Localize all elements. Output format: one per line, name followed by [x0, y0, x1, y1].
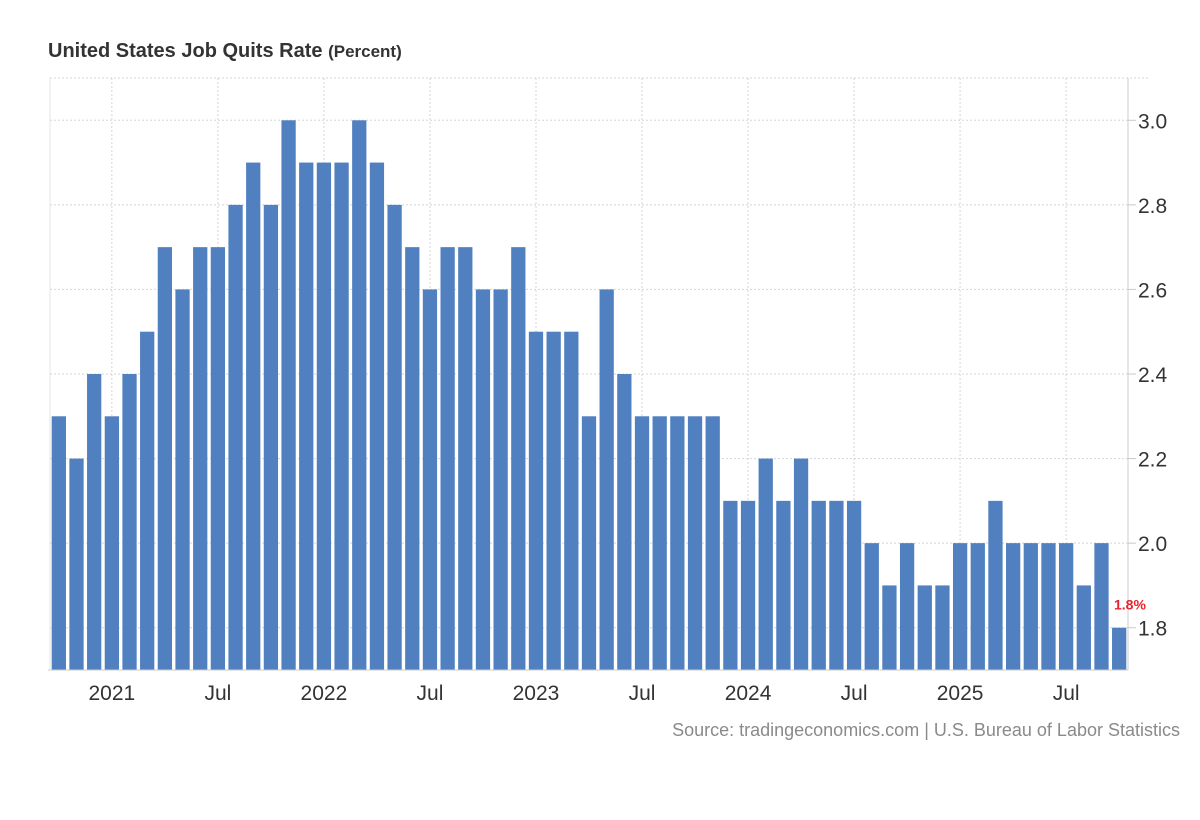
bar	[316, 162, 332, 670]
y-tick-label: 2.6	[1138, 279, 1167, 302]
last-value-label: 1.8%	[1114, 597, 1146, 613]
y-tick-label: 2.4	[1138, 364, 1168, 387]
y-tick-label: 2.2	[1138, 449, 1167, 472]
bar	[935, 585, 950, 670]
bar	[1059, 543, 1074, 670]
bar	[493, 289, 508, 670]
x-tick-label: 2025	[937, 682, 984, 705]
bar	[69, 458, 84, 670]
bar	[104, 416, 119, 670]
bar	[369, 162, 385, 670]
bar	[281, 120, 296, 671]
bar	[511, 247, 526, 670]
bar	[705, 416, 720, 670]
bar	[405, 247, 420, 670]
bar	[829, 500, 844, 670]
bar	[422, 289, 438, 670]
bar	[917, 585, 932, 670]
x-tick-label: Jul	[841, 682, 868, 705]
bar	[299, 162, 314, 670]
bar	[599, 289, 614, 670]
bar	[263, 204, 279, 671]
y-tick-label: 3.0	[1138, 110, 1167, 133]
axes	[48, 78, 1136, 671]
bar	[634, 416, 650, 670]
bar	[458, 247, 473, 670]
bar	[140, 331, 155, 670]
bar	[723, 500, 738, 670]
bar	[546, 331, 561, 670]
bar	[210, 247, 226, 670]
bar	[246, 162, 261, 670]
bar	[528, 331, 544, 670]
bar	[228, 204, 243, 671]
bar	[617, 374, 632, 670]
bar	[793, 458, 809, 670]
x-tick-label: Jul	[629, 682, 656, 705]
x-tick-label: Jul	[204, 682, 231, 705]
bar	[758, 458, 773, 670]
bar	[157, 247, 172, 670]
bar	[51, 416, 66, 670]
bar	[175, 289, 190, 670]
bar	[334, 162, 349, 670]
bar	[87, 374, 102, 670]
bar	[387, 204, 402, 671]
bar	[670, 416, 685, 670]
y-tick-label: 2.0	[1138, 533, 1167, 556]
source-note: Source: tradingeconomics.com | U.S. Bure…	[672, 720, 1180, 740]
bar	[1112, 627, 1127, 670]
bar	[1041, 543, 1056, 670]
bar	[970, 543, 985, 670]
bar	[899, 543, 915, 670]
x-tick-label: 2023	[513, 682, 560, 705]
x-tick-label: 2021	[88, 682, 135, 705]
bar	[1023, 543, 1038, 670]
bar	[864, 543, 879, 670]
bar	[1076, 585, 1091, 670]
bar	[581, 416, 597, 670]
x-tick-label: 2024	[725, 682, 772, 705]
bar	[776, 500, 791, 670]
bar	[882, 585, 897, 670]
bar	[652, 416, 667, 670]
chart-title-text: United States Job Quits Rate	[48, 40, 323, 62]
x-tick-label: Jul	[417, 682, 444, 705]
bar-chart: 1.8 2.0 2.2 2.4 2.6 2.8 3.0 2021 Jul 2022 Jul 2023 J…	[48, 77, 1168, 705]
bar	[988, 500, 1003, 670]
bar	[122, 374, 137, 670]
bar	[352, 120, 367, 671]
bar	[193, 247, 208, 670]
y-tick-label: 2.8	[1138, 195, 1167, 218]
y-tick-label: 1.8	[1138, 618, 1167, 641]
bar	[475, 289, 491, 670]
chart-unit: (Percent)	[328, 42, 402, 61]
bar	[687, 416, 703, 670]
bar-series	[51, 120, 1127, 671]
bar	[952, 543, 968, 670]
bar	[564, 331, 579, 670]
bar	[846, 500, 862, 670]
bar	[440, 247, 455, 670]
tick-labels: 1.8 2.0 2.2 2.4 2.6 2.8 3.0 2021 Jul 2022 Jul 2023 J…	[88, 110, 1167, 705]
chart-title: United States Job Quits Rate (Percent)	[48, 40, 402, 63]
x-tick-label: 2022	[301, 682, 348, 705]
bar	[811, 500, 826, 670]
bar	[1094, 543, 1109, 670]
bar	[1006, 543, 1021, 670]
bar	[740, 500, 756, 670]
x-tick-label: Jul	[1053, 682, 1080, 705]
